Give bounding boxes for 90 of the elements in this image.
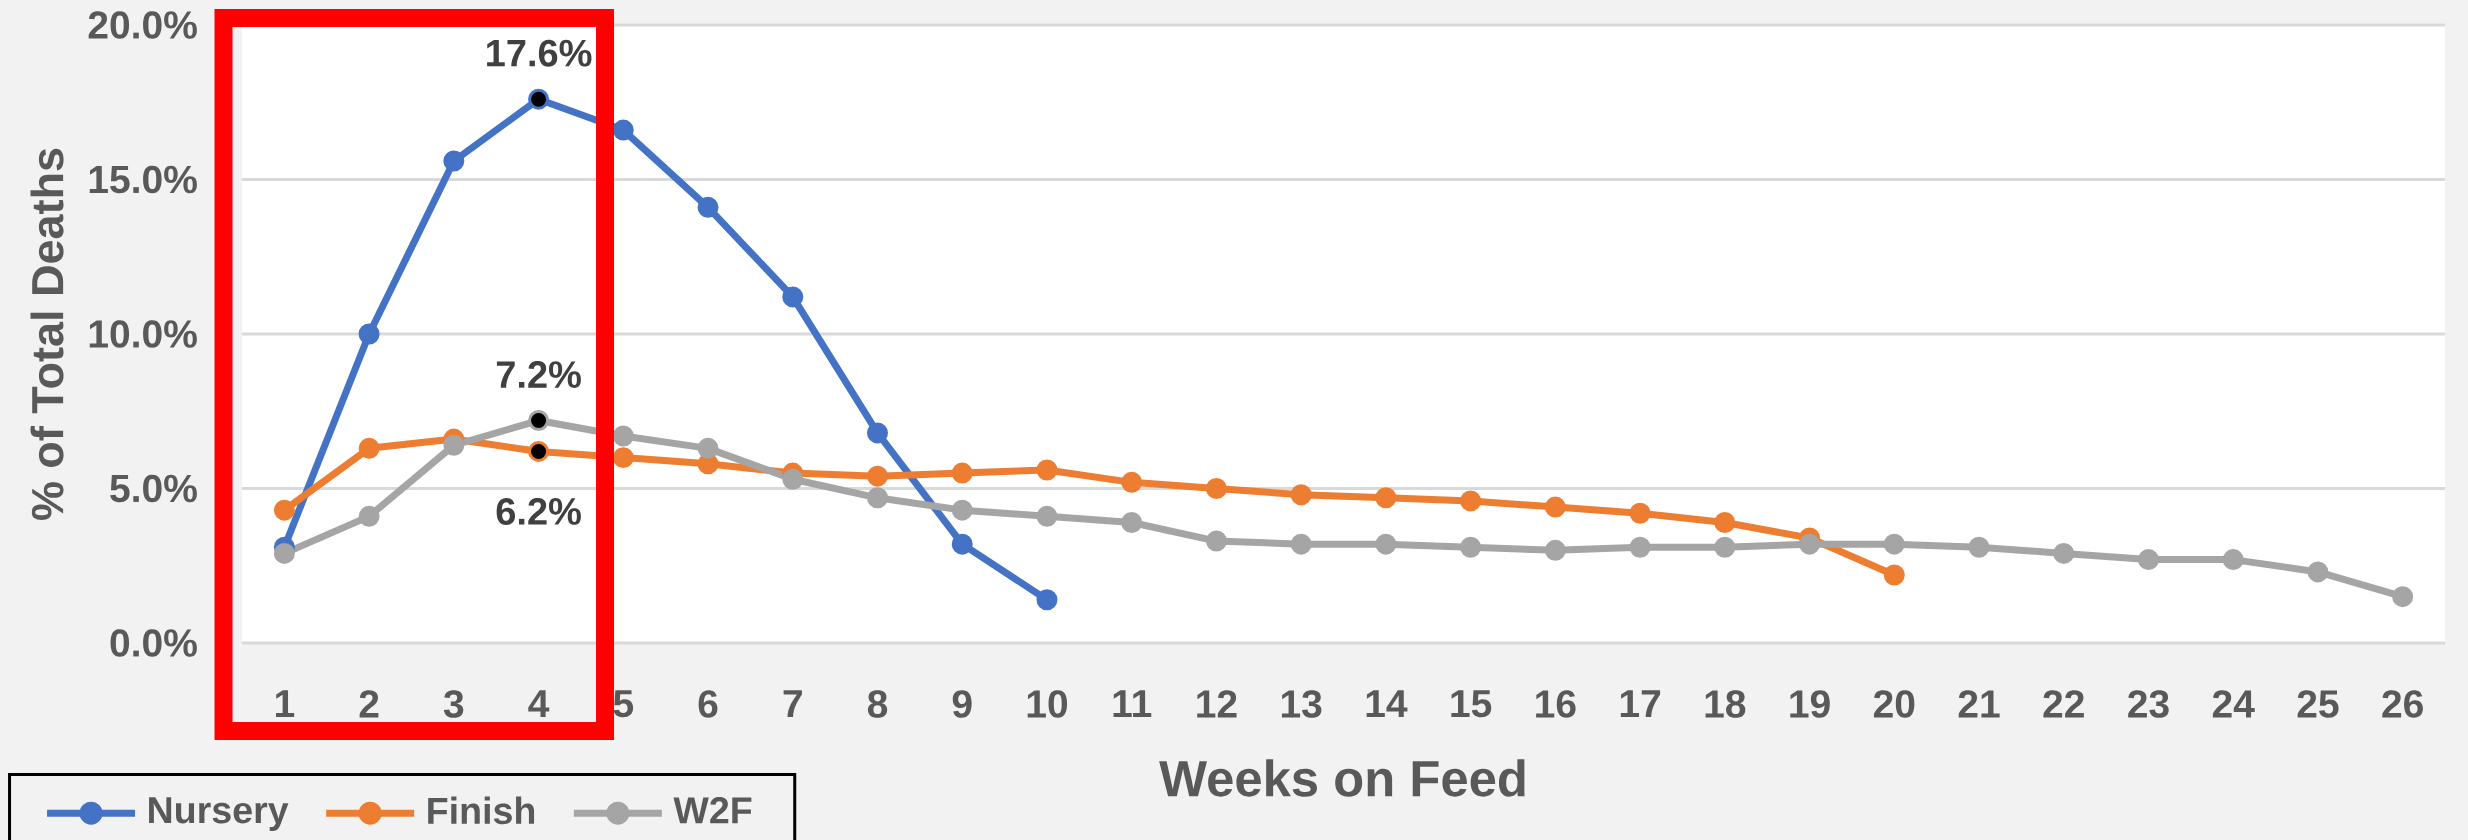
point xyxy=(866,422,888,444)
point xyxy=(273,542,295,564)
point xyxy=(2053,542,2075,564)
legend-label: Nursery xyxy=(149,797,289,831)
x-tick-label: 7 xyxy=(783,690,802,717)
point xyxy=(951,462,973,484)
y-tick-label: 20.0% xyxy=(88,11,197,39)
point xyxy=(697,437,719,459)
x-tick-label: 21 xyxy=(1958,690,2000,718)
x-tick-label: 9 xyxy=(952,690,972,718)
y-tick-label: 5.0% xyxy=(110,474,197,503)
point xyxy=(1968,536,1990,558)
y-axis-title: % of Total Deaths xyxy=(30,148,64,520)
point xyxy=(358,505,380,527)
point xyxy=(782,468,804,490)
x-tick-label: 14 xyxy=(1366,690,1408,717)
point xyxy=(2222,549,2244,571)
point xyxy=(1036,505,1058,527)
point xyxy=(1375,533,1397,555)
point xyxy=(1883,533,1905,555)
point xyxy=(1799,533,1821,555)
data-label: 6.2% xyxy=(496,497,581,525)
point xyxy=(1629,536,1651,558)
point xyxy=(1460,536,1482,558)
point xyxy=(866,487,888,509)
point xyxy=(951,499,973,521)
point xyxy=(1714,512,1736,534)
x-tick-label: 5 xyxy=(613,690,634,718)
point xyxy=(2307,561,2329,583)
point xyxy=(528,410,550,432)
x-tick-label: 3 xyxy=(443,690,464,718)
point xyxy=(1036,459,1058,481)
point xyxy=(1290,484,1312,506)
point xyxy=(1375,487,1397,509)
y-tick-label: 10.0% xyxy=(89,320,197,348)
point xyxy=(1629,502,1651,524)
x-tick-label: 1 xyxy=(275,690,295,717)
point xyxy=(1121,512,1143,534)
y-tick-label: 15.0% xyxy=(89,165,197,194)
point xyxy=(1290,533,1312,555)
x-tick-label: 16 xyxy=(1536,690,1576,718)
x-tick-label: 18 xyxy=(1705,690,1746,718)
point xyxy=(782,286,804,308)
point xyxy=(1883,564,1905,586)
x-tick-label: 8 xyxy=(867,690,888,718)
point xyxy=(2392,586,2414,608)
point xyxy=(2137,549,2159,571)
point xyxy=(443,150,465,172)
point xyxy=(273,499,295,521)
x-tick-label: 11 xyxy=(1113,690,1152,717)
y-tick-label: 0.0% xyxy=(110,629,197,657)
x-tick-label: 22 xyxy=(2043,690,2084,718)
point xyxy=(866,465,888,487)
x-tick-label: 20 xyxy=(1873,690,1915,718)
legend-label: Finish xyxy=(428,796,535,825)
data-label: 17.6% xyxy=(487,39,592,67)
x-tick-label: 2 xyxy=(359,690,379,718)
x-tick-label: 19 xyxy=(1790,690,1830,718)
x-tick-label: 6 xyxy=(698,690,718,718)
point xyxy=(528,440,550,462)
x-tick-label: 17 xyxy=(1620,690,1661,717)
x-tick-label: 15 xyxy=(1451,690,1492,718)
point xyxy=(1205,478,1227,500)
x-tick-label: 4 xyxy=(528,690,550,717)
x-axis-title: Weeks on Feed xyxy=(1159,759,1525,797)
point xyxy=(1036,589,1058,611)
x-tick-label: 26 xyxy=(2382,690,2423,718)
x-tick-label: 10 xyxy=(1027,690,1068,718)
point xyxy=(1544,496,1566,518)
point xyxy=(1714,536,1736,558)
point xyxy=(612,425,634,447)
point xyxy=(358,323,380,345)
x-tick-label: 13 xyxy=(1281,690,1322,718)
x-tick-label: 24 xyxy=(2212,690,2255,718)
point xyxy=(951,533,973,555)
point xyxy=(612,447,634,469)
data-label: 7.2% xyxy=(496,361,581,388)
point xyxy=(612,119,634,141)
x-tick-label: 25 xyxy=(2297,690,2339,718)
point xyxy=(358,437,380,459)
point xyxy=(697,196,719,218)
point xyxy=(1544,539,1566,561)
point xyxy=(528,88,550,110)
x-tick-label: 23 xyxy=(2128,690,2169,718)
point xyxy=(443,434,465,456)
point xyxy=(1205,530,1227,552)
point xyxy=(1460,490,1482,512)
x-tick-label: 12 xyxy=(1197,690,1237,718)
point xyxy=(1121,471,1143,493)
legend-label: W2F xyxy=(673,797,752,824)
